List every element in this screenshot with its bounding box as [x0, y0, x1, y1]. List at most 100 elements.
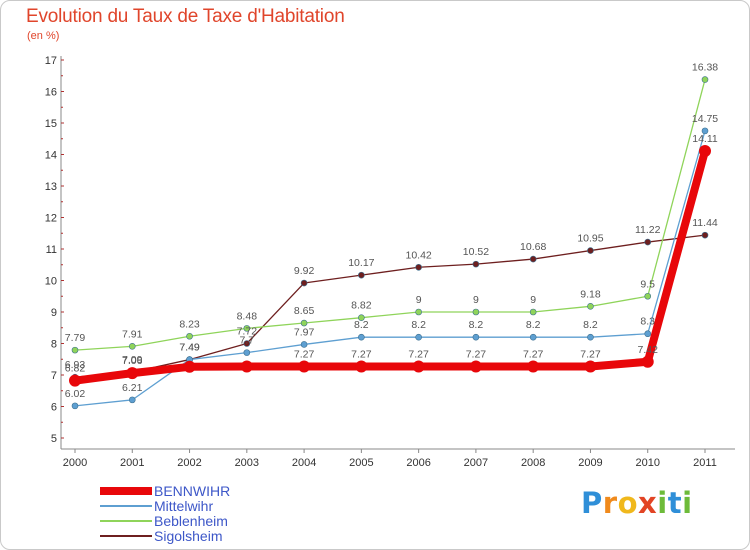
data-point-mittelwihr: [644, 330, 652, 338]
data-point-beblenheim: [529, 308, 537, 316]
data-point-beblenheim: [472, 308, 480, 316]
y-tick-label: 11: [46, 244, 57, 256]
data-point-mittelwihr: [587, 333, 594, 341]
axes: 5 6 7 8 9 10 11 12 13 14 15 16 17 2000 2001 2002 2003 200…: [45, 55, 735, 469]
data-label: 9.18: [580, 288, 601, 300]
x-tick-label: 2011: [693, 457, 717, 469]
y-tick-label: 14: [45, 150, 57, 162]
y-tick-label: 6: [51, 402, 57, 414]
data-label: 6.02: [65, 388, 86, 400]
x-tick-label: 2008: [521, 457, 545, 469]
legend: BENNWIHR Mittelwihr Beblenheim Sigolsheim: [100, 484, 320, 544]
data-label: 7.49: [179, 342, 200, 354]
logo-letter: r: [602, 486, 618, 520]
logo-letter: x: [638, 486, 658, 520]
data-point-bennwihr: [699, 145, 711, 158]
proxiti-logo: Proxiti: [581, 486, 693, 520]
data-label: 7.91: [122, 328, 143, 340]
data-point-sigolsheim: [243, 340, 251, 347]
data-label: 7.06: [122, 355, 143, 367]
legend-label: BENNWIHR: [154, 483, 231, 499]
data-point-beblenheim: [701, 76, 709, 83]
data-point-bennwihr: [527, 360, 540, 373]
data-label: 7.09: [122, 354, 143, 366]
y-tick-label: 8: [51, 339, 57, 351]
logo-letter: i: [682, 486, 693, 520]
data-point-bennwihr: [298, 360, 311, 373]
data-label: 7.27: [351, 348, 372, 360]
legend-label: Sigolsheim: [154, 528, 223, 544]
x-tick-label: 2004: [292, 457, 316, 469]
legend-swatch: [100, 487, 152, 495]
data-label: 8.82: [351, 300, 372, 312]
series-line-sigolsheim: [74, 234, 706, 378]
x-tick-label: 2009: [578, 457, 602, 469]
data-label: 6.93: [65, 359, 86, 371]
data-point-bennwihr: [641, 355, 654, 368]
data-point-mittelwihr: [71, 402, 79, 410]
legend-label: Mittelwihr: [154, 498, 214, 514]
x-tick-label: 2005: [349, 457, 373, 469]
data-label: 11.22: [635, 224, 661, 236]
x-tick-label: 2010: [635, 457, 659, 469]
logo-letter: i: [657, 486, 668, 520]
data-label: 9.5: [640, 278, 655, 290]
data-point-bennwihr: [355, 360, 368, 373]
data-point-bennwihr: [126, 367, 139, 380]
data-point-bennwihr: [183, 360, 196, 373]
data-label: 6.21: [122, 382, 143, 394]
data-point-mittelwihr: [128, 396, 136, 404]
data-point-bennwihr: [584, 360, 597, 373]
data-label: 10.42: [405, 249, 431, 261]
data-point-bennwihr: [69, 374, 81, 387]
data-label: 10.52: [463, 246, 489, 258]
data-label: 16.38: [692, 62, 718, 74]
data-label: 14.11: [692, 133, 718, 145]
x-tick-label: 2000: [63, 457, 87, 469]
data-label: 8.23: [179, 318, 200, 330]
data-point-beblenheim: [186, 332, 193, 340]
x-tick-label: 2006: [406, 457, 430, 469]
x-tick-label: 2003: [235, 457, 259, 469]
data-label: 7.49: [179, 342, 200, 354]
data-label: 7.27: [523, 348, 544, 360]
data-label: 8.2: [469, 319, 484, 331]
data-point-bennwihr: [469, 360, 482, 373]
data-point-mittelwihr: [243, 349, 251, 356]
data-point-beblenheim: [71, 346, 79, 354]
y-tick-label: 17: [45, 55, 57, 67]
legend-swatch: [100, 505, 152, 507]
data-point-sigolsheim: [472, 260, 480, 268]
data-point-beblenheim: [644, 292, 652, 300]
data-label: 7.27: [580, 348, 601, 360]
data-label: 9: [473, 294, 479, 306]
data-point-mittelwihr: [415, 333, 422, 341]
x-tick-label: 2007: [464, 457, 488, 469]
data-label: 7.27: [408, 348, 429, 360]
logo-letter: t: [667, 486, 683, 520]
data-label: 8.2: [583, 319, 598, 331]
data-point-beblenheim: [128, 343, 136, 350]
data-label: 7.42: [638, 344, 659, 356]
data-label: 7.27: [294, 348, 315, 360]
data-label: 9: [416, 294, 422, 306]
y-tick-label: 10: [45, 276, 57, 288]
data-point-bennwihr: [240, 360, 253, 373]
data-label: 7.79: [65, 332, 86, 344]
data-label: 8.2: [411, 319, 426, 331]
data-point-sigolsheim: [358, 271, 365, 279]
legend-item: Sigolsheim: [100, 529, 320, 544]
series-line-beblenheim: [74, 78, 706, 351]
y-tick-label: 12: [45, 213, 57, 225]
data-point-beblenheim: [358, 314, 365, 321]
legend-item: Mittelwihr: [100, 499, 320, 514]
data-label: 10.17: [348, 257, 374, 269]
legend-swatch: [100, 520, 152, 522]
data-point-mittelwihr: [472, 333, 480, 341]
y-tick-label: 15: [45, 118, 57, 130]
data-point-mittelwihr: [300, 341, 308, 348]
data-label: 10.68: [520, 241, 546, 253]
y-tick-label: 16: [45, 87, 57, 99]
